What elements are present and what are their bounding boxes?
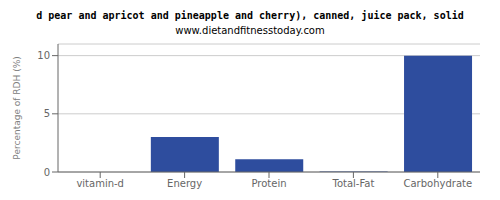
svg-text:10: 10 (37, 50, 50, 61)
svg-text:Protein: Protein (251, 178, 286, 189)
html-text:d pear and apricot and pineapp: d pear and apricot and pineapple and che… (36, 10, 464, 21)
svg-text:5: 5 (44, 108, 50, 119)
svg-text:Percentage of RDH (%): Percentage of RDH (%) (12, 56, 22, 159)
html-text:www.dietandfitnesstoday.com: www.dietandfitnesstoday.com (175, 25, 325, 36)
svg-text:Total-Fat: Total-Fat (331, 178, 374, 189)
svg-text:vitamin-d: vitamin-d (76, 178, 124, 189)
svg-text:0: 0 (44, 167, 50, 178)
svg-text:Carbohydrate: Carbohydrate (403, 178, 472, 189)
svg-text:Energy: Energy (167, 178, 202, 189)
